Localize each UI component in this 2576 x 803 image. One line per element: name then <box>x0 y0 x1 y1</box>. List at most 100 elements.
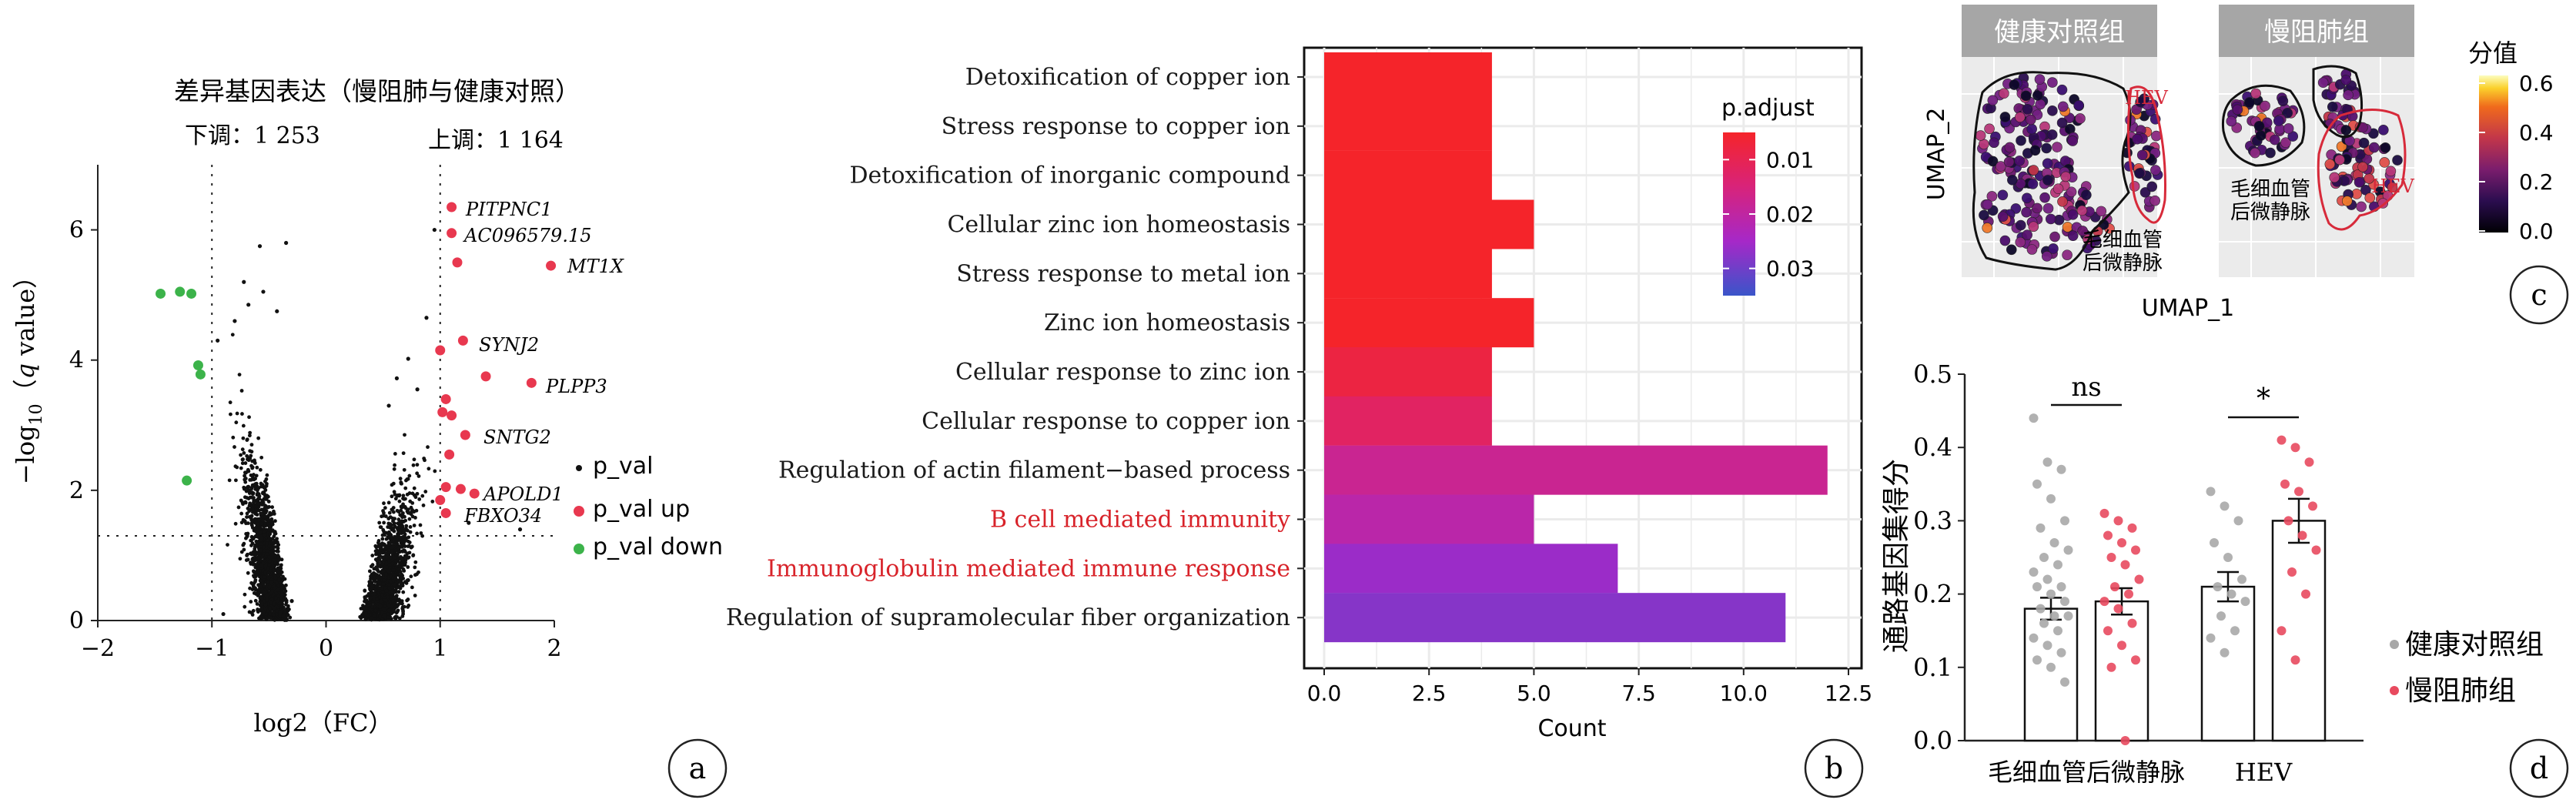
volcano-up-point <box>469 488 480 499</box>
volcano-point <box>395 508 400 513</box>
volcano-point <box>393 589 397 594</box>
volcano-point <box>389 555 393 560</box>
volcano-point <box>419 531 423 535</box>
pathway-point <box>2290 655 2300 665</box>
umap-cell <box>2364 192 2376 203</box>
pathway-point <box>2106 553 2116 562</box>
volcano-point <box>251 574 256 578</box>
volcano-point <box>413 565 417 570</box>
volcano-point <box>284 240 289 246</box>
volcano-point <box>276 594 281 598</box>
pathway-score-legend: 健康对照组 慢阻肺组 <box>2390 629 2544 707</box>
volcano-point <box>240 447 245 452</box>
volcano-point <box>250 524 254 527</box>
volcano-point <box>386 521 391 526</box>
umap-cell <box>2379 157 2390 168</box>
volcano-point <box>247 433 252 438</box>
volcano-point <box>263 522 267 527</box>
pathway-point <box>2063 545 2073 555</box>
p-adjust-tick-label: 0.01 <box>1766 147 1814 172</box>
umap-cell <box>2016 135 2026 146</box>
volcano-point <box>259 614 263 619</box>
volcano-point <box>372 597 376 601</box>
pathway-point <box>2280 479 2290 489</box>
volcano-point <box>245 515 249 519</box>
volcano-point <box>378 614 382 619</box>
volcano-point <box>413 495 418 500</box>
volcano-point <box>394 586 399 591</box>
volcano-point <box>221 611 226 617</box>
pathway-point <box>2032 655 2042 665</box>
umap-cells <box>1975 69 2403 262</box>
umap-cell <box>2057 101 2069 112</box>
volcano-point <box>264 483 269 488</box>
volcano-up-point <box>435 495 446 506</box>
volcano-point <box>369 616 373 621</box>
volcano-point <box>265 597 269 601</box>
volcano-point <box>430 500 435 504</box>
volcano-point <box>282 605 286 610</box>
volcano-point <box>396 546 401 550</box>
volcano-point <box>392 467 396 471</box>
volcano-point <box>273 576 278 581</box>
volcano-up-point <box>437 407 448 417</box>
volcano-point <box>401 610 405 614</box>
volcano-gene-label: MT1X <box>567 256 624 277</box>
volcano-point <box>385 564 389 569</box>
umap-cell <box>2255 130 2267 141</box>
volcano-down-point <box>195 369 206 380</box>
volcano-point <box>384 588 389 593</box>
volcano-point <box>251 500 256 504</box>
umap-panel: 健康对照组 慢阻肺组 HEV 毛细血管 后微静脉 HEV 毛细血管 后微静脉 U… <box>1923 5 2569 325</box>
umap-healthy-cap-outline <box>1972 71 2132 271</box>
volcano-point <box>264 477 269 481</box>
volcano-point <box>263 510 267 514</box>
enrichment-x-tick-label: 0.0 <box>1307 681 1342 706</box>
volcano-point <box>269 580 273 584</box>
volcano-point <box>233 319 237 323</box>
volcano-point <box>394 548 398 553</box>
volcano-point <box>407 517 412 521</box>
volcano-point <box>386 531 390 536</box>
umap-cell <box>2027 179 2039 189</box>
umap-cell <box>2048 243 2059 254</box>
volcano-point <box>401 543 405 547</box>
volcano-point <box>380 514 384 519</box>
volcano-point <box>383 604 387 608</box>
umap-cell <box>2057 196 2068 207</box>
volcano-point <box>380 537 385 541</box>
enrichment-category-label: Regulation of actin filament−based proce… <box>778 457 1290 484</box>
volcano-point <box>258 578 263 583</box>
volcano-point <box>277 557 281 562</box>
pathway-point <box>2277 626 2287 636</box>
volcano-point <box>406 528 410 533</box>
volcano-point <box>373 552 378 557</box>
pathway-point <box>2301 589 2310 599</box>
volcano-point <box>275 568 279 573</box>
volcano-point <box>379 599 383 604</box>
volcano-point <box>390 507 394 512</box>
umap-cell <box>2022 104 2033 115</box>
umap-cell <box>2032 202 2042 214</box>
volcano-point <box>413 594 417 597</box>
volcano-point <box>233 521 238 526</box>
volcano-point <box>380 593 384 597</box>
pathway-point <box>2220 647 2230 657</box>
volcano-point <box>274 591 279 595</box>
volcano-point <box>381 582 386 586</box>
volcano-point <box>233 445 236 449</box>
volcano-point <box>273 617 277 622</box>
volcano-point <box>400 556 404 560</box>
volcano-point <box>239 498 243 503</box>
umap-cell <box>2341 196 2353 206</box>
pathway-y-tick-label: 0.1 <box>1913 653 1952 682</box>
pathway-point <box>2127 523 2137 533</box>
enrichment-bar <box>1324 52 1492 102</box>
volcano-point <box>380 590 385 594</box>
umap-cell <box>2014 156 2025 166</box>
volcano-point <box>393 577 398 581</box>
umap-healthy-cap-label-line1: 毛细血管 <box>2083 229 2163 252</box>
volcano-point <box>427 467 431 471</box>
volcano-point <box>236 505 241 510</box>
